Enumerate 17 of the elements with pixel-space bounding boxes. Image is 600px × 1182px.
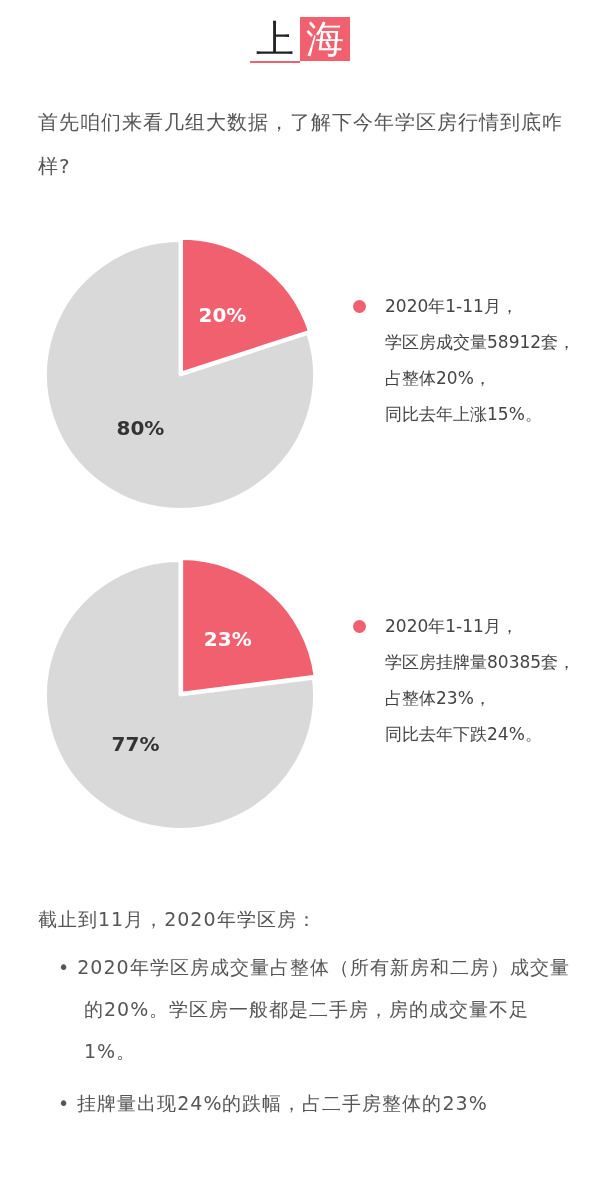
- text: 同比去年下跌24%。: [385, 723, 543, 746]
- chart-title: 上海: [255, 17, 345, 63]
- text: 截止到11月，2020年学区房：: [38, 907, 318, 932]
- data-label: 77%: [111, 731, 160, 756]
- text: 学区房成交量58912套，: [385, 331, 576, 354]
- text: 同比去年上涨15%。: [385, 403, 543, 426]
- text: 学区房挂牌量80385套，: [385, 651, 576, 674]
- text: 2020年1-11月，: [385, 295, 519, 318]
- data-label: 23%: [203, 627, 252, 652]
- text: 占整体23%，: [385, 687, 492, 710]
- data-label: 80%: [116, 415, 165, 440]
- text: • 2020年学区房成交量占整体（所有新房和二房）成交量的20%。学区房一般都是二手房，房的成交量不足1%。: [57, 955, 571, 1064]
- text: 占整体20%，: [385, 367, 492, 390]
- data-label: 20%: [198, 302, 247, 327]
- text: • 挂牌量出现24%的跌幅，占二手房整体的23%: [57, 1091, 489, 1116]
- chart-subtitle: 首先咱们来看几组大数据，了解下今年学区房行情到底咋样?: [38, 109, 564, 180]
- text: 2020年1-11月，: [385, 615, 519, 638]
